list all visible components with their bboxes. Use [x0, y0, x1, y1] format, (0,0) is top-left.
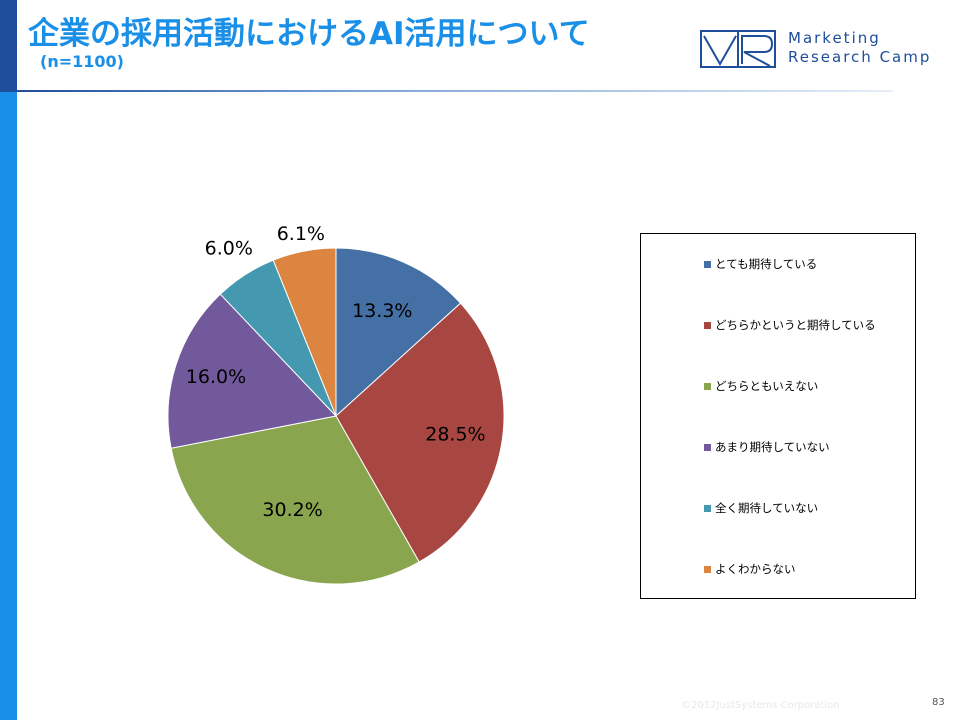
legend-item: よくわからない [704, 561, 796, 577]
legend-swatch [704, 565, 711, 573]
legend-label: どちらかというと期待している [715, 318, 876, 332]
side-accent-bar [0, 0, 17, 720]
pie-data-label-6: 6.1% [277, 223, 325, 245]
legend-label: 全く期待していない [715, 501, 819, 515]
legend-swatch [704, 382, 711, 390]
logo-text-line1: Marketing [788, 29, 881, 47]
legend-item: 全く期待していない [704, 500, 818, 516]
legend-item: どちらかというと期待している [704, 317, 876, 333]
page-number: 83 [932, 697, 945, 708]
legend-item: どちらともいえない [704, 378, 818, 394]
legend-item: とても期待している [704, 256, 817, 272]
pie-slice-1 [335, 247, 462, 418]
legend-swatch [704, 504, 711, 512]
legend-swatch [704, 321, 711, 329]
copyright-text: ©2012JustSystems Corporation [681, 700, 840, 711]
side-accent-bar-top [0, 0, 17, 92]
legend-swatch [704, 443, 711, 451]
legend-item: あまり期待していない [704, 439, 830, 455]
chart-legend: とても期待しているどちらかというと期待している どちらともいえない あまり期待してい… [640, 233, 916, 599]
header-divider [17, 90, 893, 92]
pie-data-label-5: 6.0% [205, 238, 253, 260]
pie-data-label-4: 16.0% [186, 366, 246, 388]
pie-data-label-3: 30.2% [262, 499, 322, 521]
legend-label: とても期待している [715, 257, 818, 271]
page-title: 企業の採用活動におけるAI活用について [28, 16, 590, 52]
legend-label: あまり期待していない [715, 440, 830, 454]
sample-size: (n=1100) [40, 52, 124, 71]
legend-swatch [704, 260, 711, 268]
pie-slice-3 [170, 415, 420, 585]
pie-slice-4 [167, 293, 337, 449]
pie-data-label-1: 13.3% [352, 300, 412, 322]
legend-label: どちらともいえない [715, 379, 819, 393]
logo-text-line2: Research Camp [788, 48, 932, 66]
pie-slice-6 [272, 247, 337, 417]
pie-data-label-2: 28.5% [425, 424, 485, 446]
legend-label: よくわからない [715, 562, 796, 576]
logo-mark-icon [700, 30, 776, 68]
company-logo: Marketing Research Camp [700, 28, 960, 72]
pie-slice-2 [335, 302, 505, 563]
